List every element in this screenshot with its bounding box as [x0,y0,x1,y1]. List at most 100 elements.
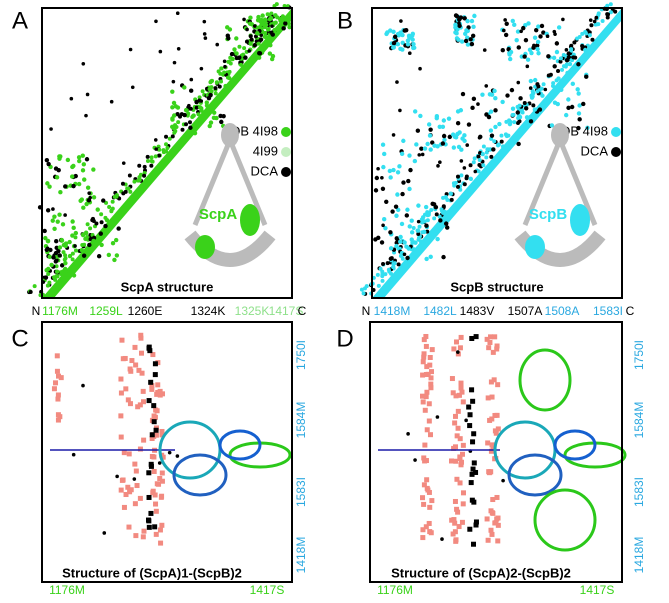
contact-dot [535,43,540,48]
contact-dot [512,120,517,125]
contact-dot [280,14,286,19]
contact-dot [58,190,63,195]
contact-dot [488,508,494,514]
contact-dot [408,167,413,173]
contact-dot [46,266,51,272]
contact-dot [54,274,59,279]
contact-dot [449,376,455,382]
contact-dot [454,31,459,36]
contact-dot [460,501,466,507]
contact-dot [452,413,458,419]
contact-dot [222,70,227,75]
residue-label: 1418M [632,537,646,574]
panel-frame [371,7,623,299]
contact-dot [484,155,489,160]
contact-dot [424,477,430,483]
contact-dot [161,148,166,153]
contact-dot [477,135,482,140]
contact-dot [440,537,444,541]
contact-dot [115,474,119,479]
contact-dot [269,56,275,62]
contact-dot [71,452,76,457]
contact-dot [155,382,161,388]
contact-dot [516,80,521,85]
contact-dot [391,45,396,50]
contact-dot [183,107,189,113]
contact-dot [443,221,449,226]
contact-dot [589,23,594,28]
contact-dot [388,230,393,235]
panel-label: A [12,7,28,34]
residue-label: 1584M [294,402,308,439]
contact-dot [554,41,560,46]
contact-dot [412,109,418,114]
contact-dot [182,85,187,90]
contact-dot [452,498,458,504]
contact-dot [489,136,494,141]
contact-dot [84,201,89,207]
protein-structure [218,429,262,461]
contact-dot [453,538,459,544]
contact-dot [583,47,588,53]
contact-dot [137,495,143,501]
contact-dot [405,255,410,261]
contact-dot [269,15,274,21]
contact-dot [428,385,434,391]
contact-dot [543,87,548,92]
contact-dot [488,448,494,454]
contact-dot [170,89,175,94]
contact-dot [272,27,277,33]
contact-dot [584,74,589,79]
contact-dot [153,508,159,514]
contact-dot [488,128,494,133]
contact-dot [492,88,497,94]
contact-dot [85,222,90,227]
contact-dot [219,119,224,125]
contact-dot [53,277,58,282]
contact-dot [167,450,172,455]
contact-dot [128,189,133,194]
contact-dot [565,70,570,76]
contact-dot [556,25,562,30]
contact-dot [572,40,577,45]
contact-dot [605,15,610,20]
contact-dot [411,226,416,231]
contact-dot [379,240,385,245]
contact-dot [434,228,440,233]
contact-dot [464,176,469,181]
contact-dot [209,79,214,84]
contact-dot [187,103,191,108]
contact-dot [227,69,232,74]
contact-dot [580,44,585,49]
contact-dot [154,19,158,24]
contact-dot [484,516,490,522]
contact-dot [85,92,90,97]
contact-dot [84,157,90,162]
contact-dot [477,157,482,162]
contact-dot [457,130,462,135]
contact-dot [46,271,51,276]
panel-caption: ScpA structure [121,279,214,294]
contact-dot [380,272,385,277]
contact-dot [473,169,478,174]
contact-dot [384,31,389,37]
contact-dot [454,13,460,19]
contact-dot [245,27,249,32]
contact-dot [51,386,57,392]
contact-dot [493,430,499,436]
contact-dot [468,480,474,486]
contact-dot [503,18,507,22]
contact-dot [157,388,163,394]
contact-dot [388,246,394,251]
contact-dot [566,51,571,56]
contact-dot [545,34,550,38]
contact-dot [490,497,496,503]
contact-dot [110,199,115,204]
contact-dot [482,48,487,52]
contact-dot [407,51,412,55]
contact-dot [504,119,509,124]
contact-dot [409,237,414,242]
contact-dot [427,504,433,510]
contact-dot [107,205,112,210]
contact-dot [576,62,581,67]
